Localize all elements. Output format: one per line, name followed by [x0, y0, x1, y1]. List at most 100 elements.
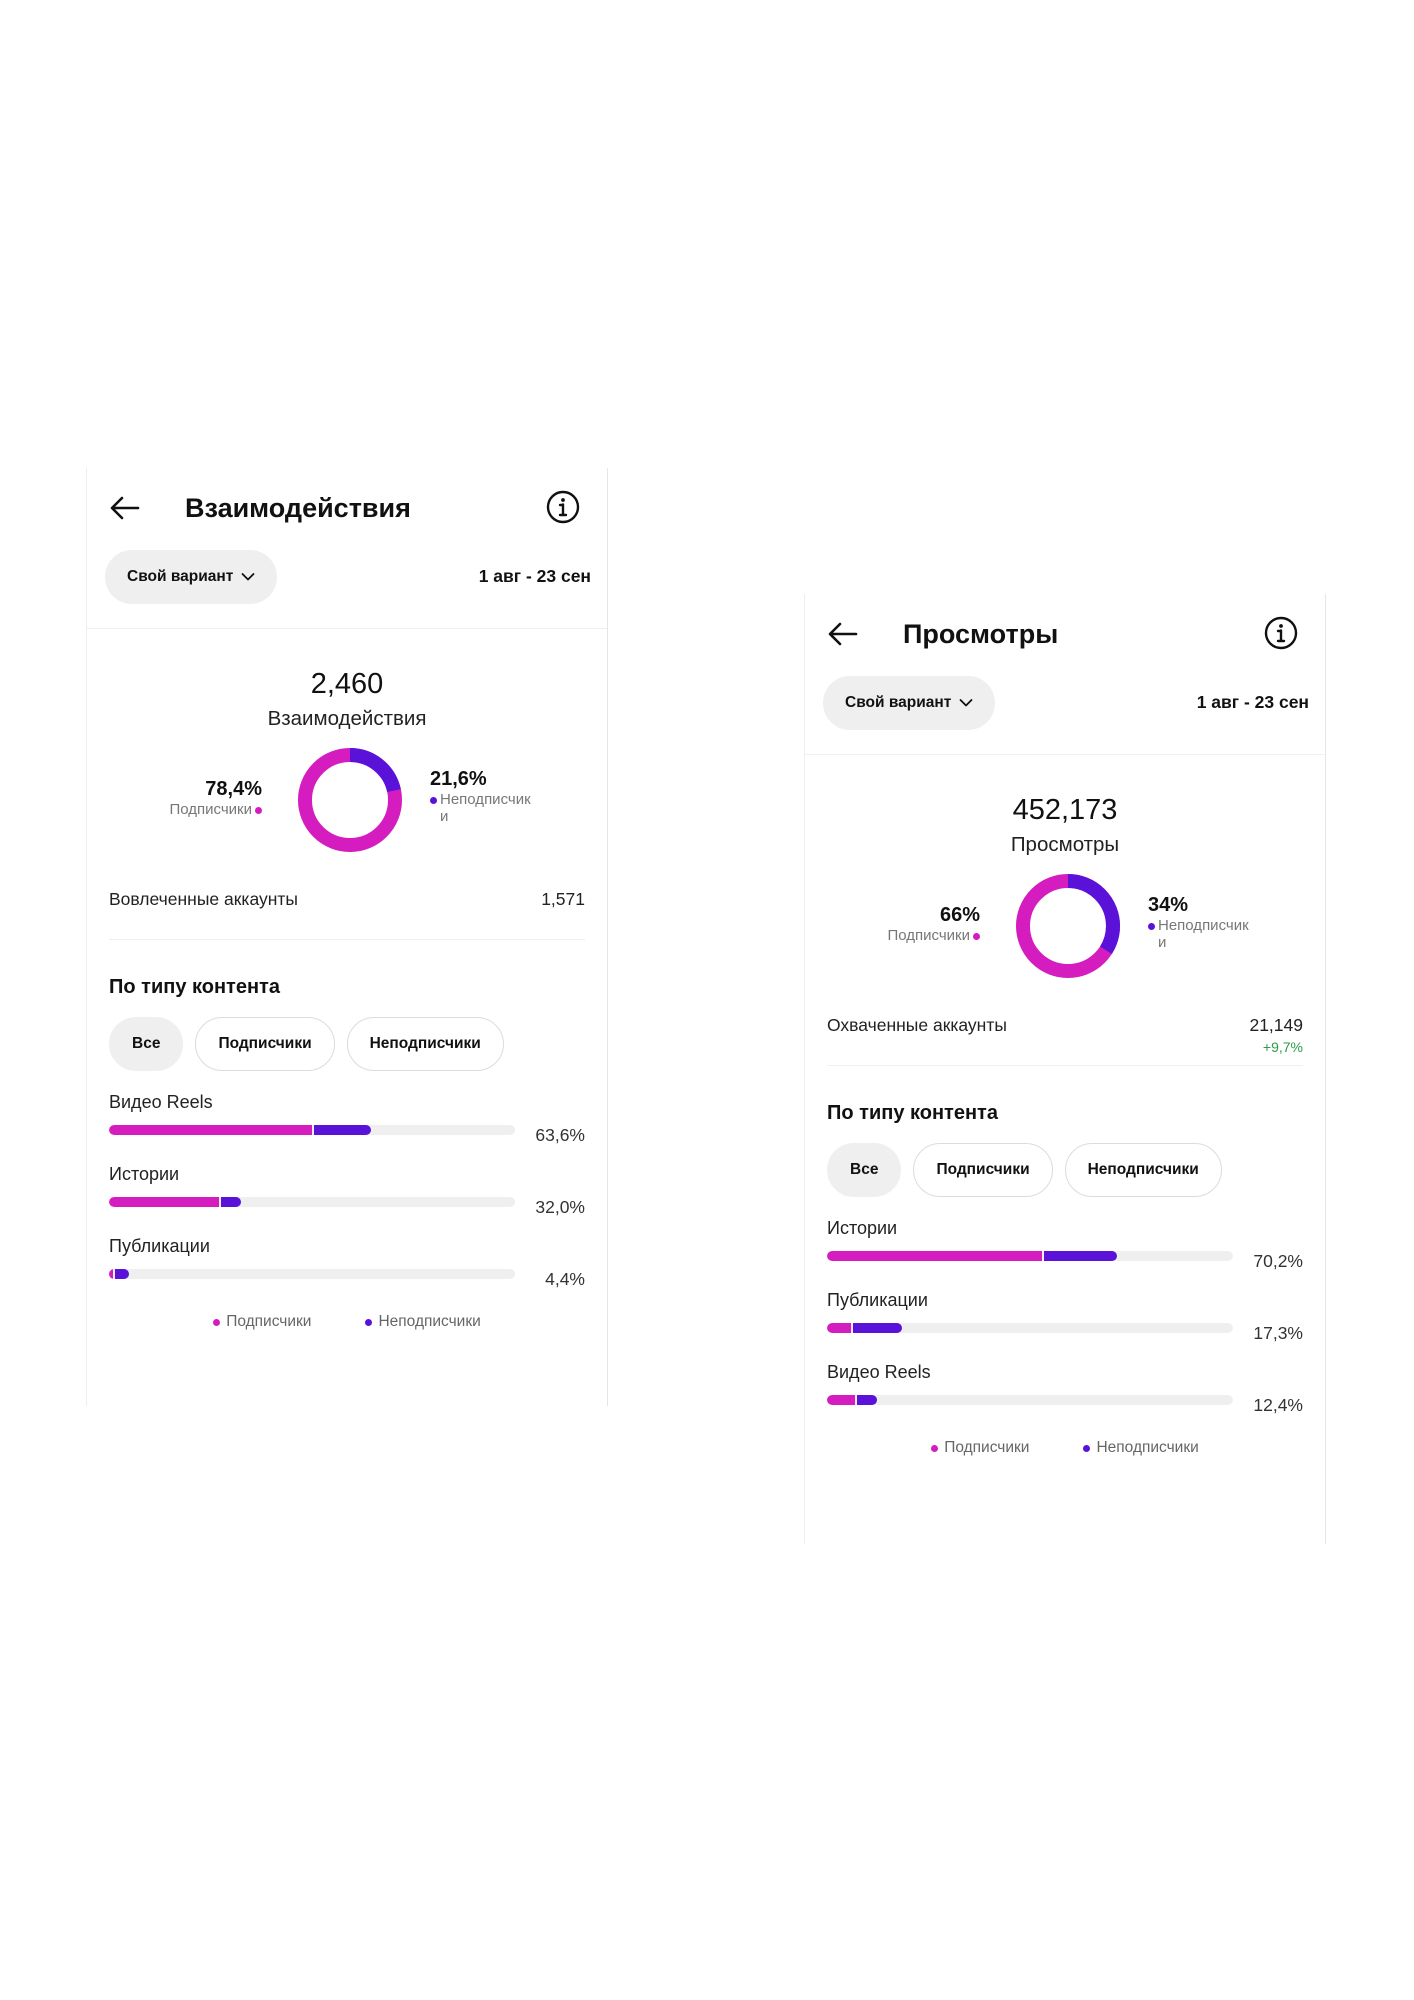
non-subscribers-stat: 34% Неподписчик и [1148, 893, 1266, 951]
bar-segment-non-subscribers [853, 1323, 902, 1333]
bar-segment-non-subscribers [314, 1125, 371, 1135]
content-bar-track [109, 1269, 515, 1279]
info-button[interactable] [545, 489, 581, 525]
subscribers-label-row: Подписчики [169, 801, 262, 818]
content-bar-percent: 17,3% [1253, 1323, 1303, 1343]
content-bar-percent: 12,4% [1253, 1395, 1303, 1415]
total-value: 2,460 [310, 668, 384, 700]
tab-all[interactable]: Все [827, 1143, 902, 1197]
filter-row: Свой вариант 1 авг - 23 сен [87, 548, 607, 629]
content-bar-track [827, 1395, 1233, 1405]
content-bar-label: Видео Reels [827, 1362, 931, 1382]
header: Просмотры [805, 594, 1325, 674]
legend-subscribers-dot [213, 1318, 221, 1326]
accounts-metric-label: Охваченные аккаунты [827, 1015, 1007, 1035]
insights-panel: Взаимодействия Свой вариант 1 авг - 23 с… [86, 468, 608, 1406]
audience-tabs: Все Подписчики Неподписчики [109, 1017, 585, 1071]
period-select-button[interactable]: Свой вариант [823, 676, 996, 730]
legend-non-subscribers-dot [365, 1318, 373, 1326]
bar-segment-subscribers [109, 1269, 113, 1279]
bar-segment-non-subscribers [115, 1269, 129, 1279]
legend-non-subscribers-dot [1083, 1444, 1091, 1452]
bar-segment-subscribers [109, 1197, 219, 1207]
content-bar-track [827, 1323, 1233, 1333]
arrow-left-icon [110, 496, 140, 520]
chevron-down-icon [241, 573, 255, 581]
content-bar-percent: 63,6% [535, 1125, 585, 1145]
content-bar-percent: 32,0% [535, 1197, 585, 1217]
tab-non-subscribers[interactable]: Неподписчики [1064, 1143, 1222, 1197]
insights-panel: Просмотры Свой вариант 1 авг - 23 сен 45… [804, 594, 1326, 1544]
content-bar-track [827, 1251, 1233, 1261]
bar-segment-subscribers [827, 1251, 1042, 1261]
donut-non-subscribers-arc [1016, 874, 1120, 978]
arrow-left-icon [828, 622, 858, 646]
content-bar-percent: 70,2% [1253, 1251, 1303, 1271]
non-subscribers-label: Неподписчик и [440, 791, 531, 825]
date-range: 1 авг - 23 сен [1196, 692, 1309, 712]
total-label: Просмотры [1010, 833, 1120, 856]
content-bar-track [109, 1125, 515, 1135]
subscribers-percent: 66% [939, 904, 980, 926]
date-range: 1 авг - 23 сен [478, 566, 591, 586]
accounts-metric[interactable]: Вовлеченные аккаунты 1,571 [109, 877, 585, 940]
content-bar-row: Видео Reels 12,4% [827, 1359, 1303, 1431]
subscribers-stat: 66% Подписчики [887, 903, 980, 944]
back-button[interactable] [107, 488, 151, 528]
total-label: Взаимодействия [267, 707, 427, 730]
content-type-title: По типу контента [827, 1102, 998, 1124]
content-bar-row: Истории 70,2% [827, 1215, 1303, 1287]
period-select-label: Свой вариант [127, 568, 234, 585]
content-type-bars: Видео Reels 63,6% Истории 32,0% Публикации 4,… [109, 1089, 585, 1305]
non-subscribers-label-row: Неподписчик и [430, 791, 548, 825]
donut-non-subscribers-arc [298, 748, 402, 852]
content-bar-label: Истории [827, 1218, 898, 1238]
info-button[interactable] [1263, 615, 1299, 651]
accounts-metric-value: 1,571 [541, 889, 585, 909]
total-value: 452,173 [1012, 794, 1118, 826]
legend-non-subscribers-label: Неподписчики [1096, 1439, 1199, 1456]
info-circle-icon [1264, 616, 1298, 650]
legend-subscribers-label: Подписчики [226, 1313, 312, 1330]
legend-subscribers-dot [931, 1444, 939, 1452]
header: Взаимодействия [87, 468, 607, 548]
page-title: Взаимодействия [185, 493, 411, 523]
bar-segment-subscribers [109, 1125, 312, 1135]
content-bar-track [109, 1197, 515, 1207]
tab-all[interactable]: Все [109, 1017, 184, 1071]
content-bar-label: Публикации [109, 1236, 210, 1256]
accounts-metric[interactable]: Охваченные аккаунты 21,149 +9,7% [827, 1003, 1303, 1066]
tab-non-subscribers[interactable]: Неподписчики [346, 1017, 504, 1071]
bar-segment-subscribers [827, 1323, 851, 1333]
tab-subscribers[interactable]: Подписчики [913, 1143, 1053, 1197]
content-bar-label: Видео Reels [109, 1092, 213, 1112]
filter-row: Свой вариант 1 авг - 23 сен [805, 674, 1325, 755]
audience-donut-chart [298, 748, 402, 852]
content-bar-label: Публикации [827, 1290, 928, 1310]
non-subscribers-percent: 34% [1148, 894, 1189, 916]
tab-subscribers[interactable]: Подписчики [195, 1017, 335, 1071]
bar-segment-non-subscribers [1044, 1251, 1117, 1261]
info-circle-icon [546, 490, 580, 524]
back-button[interactable] [825, 614, 869, 654]
content-type-title: По типу контента [109, 976, 280, 998]
content-bar-row: Видео Reels 63,6% [109, 1089, 585, 1161]
audience-split: 66% Подписчики 34% Неподписчик и [805, 873, 1325, 1003]
legend-non-subscribers: Неподписчики [365, 1313, 481, 1331]
non-subscribers-label: Неподписчик и [1158, 917, 1249, 951]
page-title: Просмотры [903, 619, 1059, 649]
legend: Подписчики Неподписчики [87, 1313, 607, 1331]
legend-subscribers-label: Подписчики [944, 1439, 1030, 1456]
legend-subscribers: Подписчики [931, 1439, 1029, 1457]
audience-tabs: Все Подписчики Неподписчики [827, 1143, 1303, 1197]
period-select-label: Свой вариант [845, 694, 952, 711]
legend-non-subscribers: Неподписчики [1083, 1439, 1199, 1457]
non-subscribers-dot [1148, 923, 1155, 930]
non-subscribers-stat: 21,6% Неподписчик и [430, 767, 548, 825]
legend: Подписчики Неподписчики [805, 1439, 1325, 1457]
non-subscribers-percent: 21,6% [430, 768, 487, 790]
period-select-button[interactable]: Свой вариант [105, 550, 278, 604]
bar-segment-non-subscribers [221, 1197, 241, 1207]
content-bar-row: Истории 32,0% [109, 1161, 585, 1233]
content-bar-label: Истории [109, 1164, 180, 1184]
